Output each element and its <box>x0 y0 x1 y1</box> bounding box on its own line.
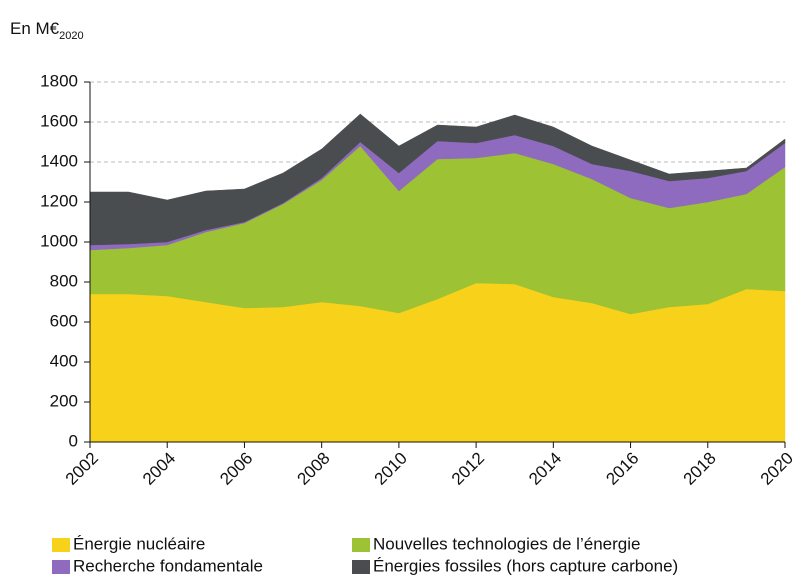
legend-swatch <box>52 560 70 574</box>
legend-swatch <box>352 538 370 552</box>
x-tick-label: 2002 <box>62 449 102 489</box>
y-tick-label: 1600 <box>40 111 78 130</box>
x-tick-label: 2010 <box>371 449 411 489</box>
y-tick-label: 400 <box>50 351 78 370</box>
unit-sub: 2020 <box>59 30 83 42</box>
x-tick-label: 2020 <box>757 449 797 489</box>
unit: En M€ <box>10 19 60 38</box>
area <box>89 113 786 246</box>
x-tick-label: 2006 <box>216 449 256 489</box>
y-tick-label: 1800 <box>40 71 78 90</box>
legend-label: Énergies fossiles (hors capture carbone) <box>373 556 678 575</box>
legend-swatch <box>352 560 370 574</box>
unit-label: En M€2020 <box>10 19 84 41</box>
y-tick-label: 0 <box>69 431 78 450</box>
legend-swatch <box>52 538 70 552</box>
x-tick-label: 2016 <box>602 449 642 489</box>
x-tick-label: 2012 <box>448 449 488 489</box>
x-tick-label: 2008 <box>293 449 333 489</box>
x-tick-label: 2018 <box>680 449 720 489</box>
x-tick-label: 2014 <box>525 449 565 489</box>
legend-label: Recherche fondamentale <box>73 556 263 575</box>
area <box>89 282 786 443</box>
y-tick-label: 1200 <box>40 191 78 210</box>
y-tick-label: 600 <box>50 311 78 330</box>
x-tick-label: 2004 <box>139 449 179 489</box>
legend-label: Nouvelles technologies de l’énergie <box>373 534 640 553</box>
y-tick-label: 200 <box>50 391 78 410</box>
y-tick-label: 1000 <box>40 231 78 250</box>
y-tick-label: 1400 <box>40 151 78 170</box>
legend-label: Énergie nucléaire <box>73 534 205 553</box>
y-tick-label: 800 <box>50 271 78 290</box>
